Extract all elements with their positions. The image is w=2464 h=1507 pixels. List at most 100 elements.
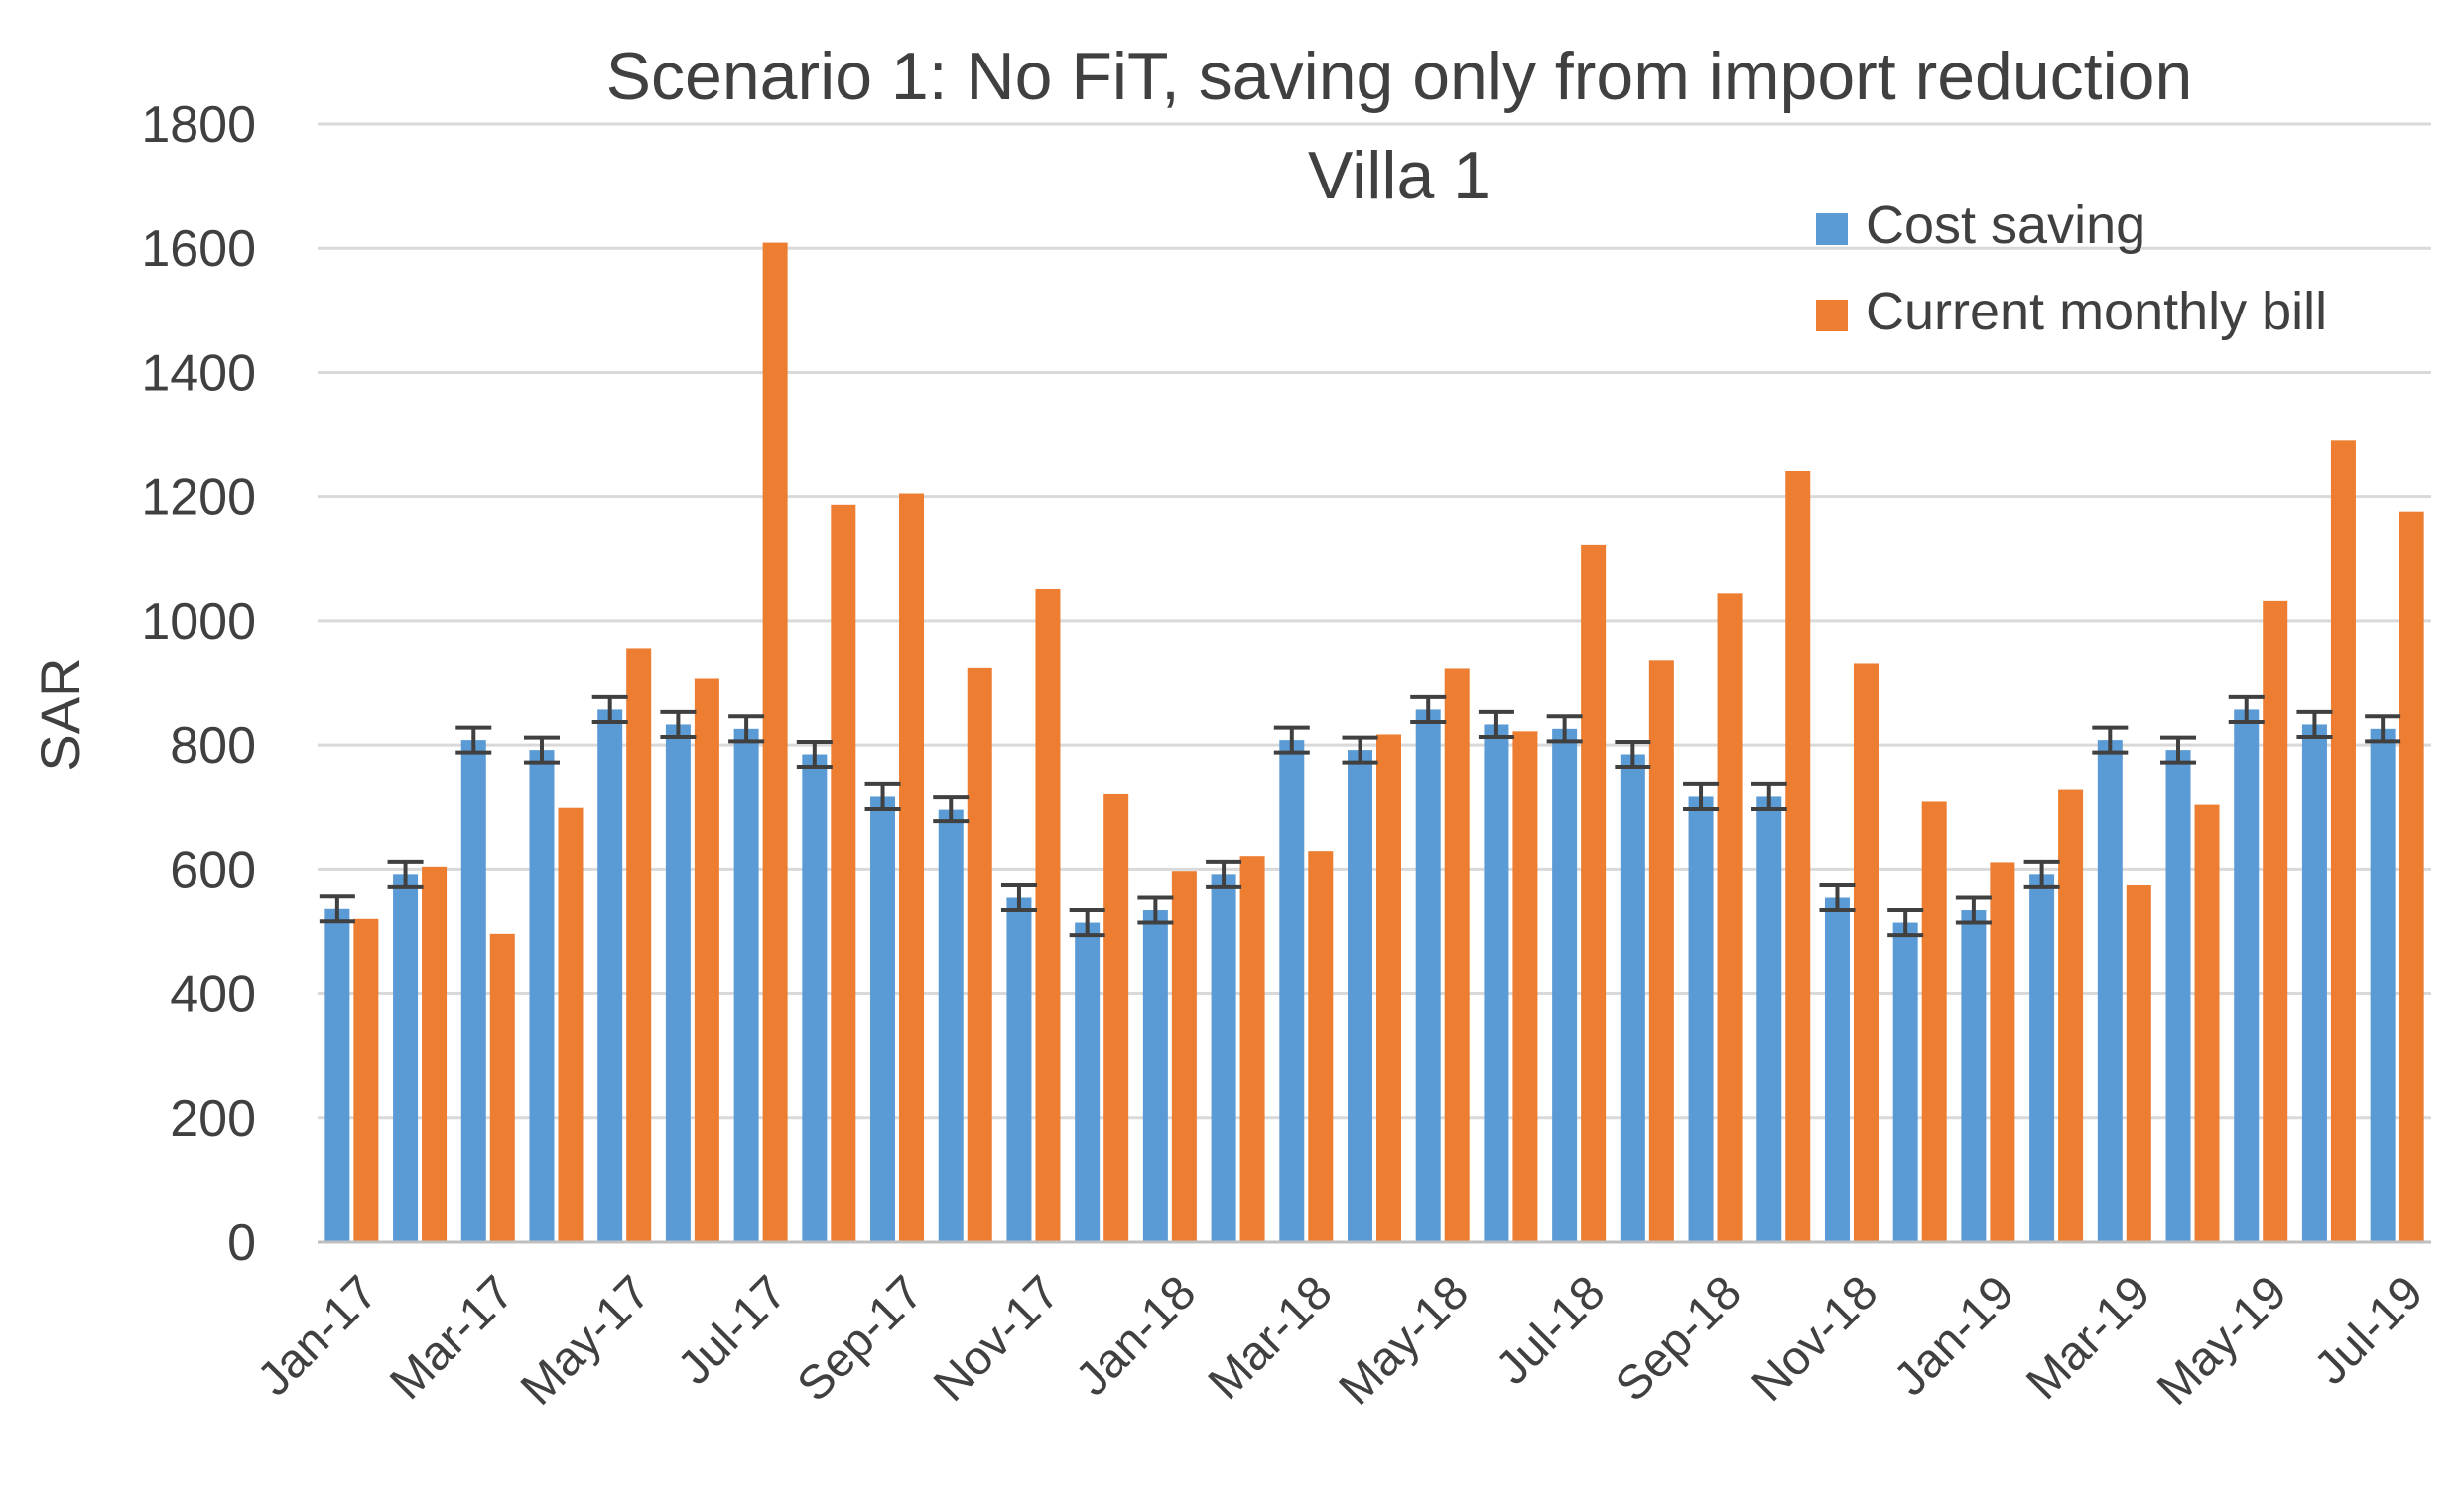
bar-cost-saving	[1961, 910, 1987, 1242]
x-tick-label: May-19	[2147, 1266, 2297, 1416]
bar-current-monthly-bill	[1103, 793, 1129, 1242]
bar-cost-saving	[1552, 728, 1578, 1242]
bar-current-monthly-bill	[694, 678, 719, 1242]
y-tick-label: 1800	[141, 96, 256, 154]
error-bar	[933, 795, 970, 824]
bar-current-monthly-bill	[1239, 856, 1265, 1242]
error-bar	[591, 694, 628, 724]
x-tick-label: Jul-19	[2304, 1266, 2433, 1395]
bar-cost-saving	[1892, 922, 1918, 1242]
error-bar	[1000, 882, 1037, 913]
bar-current-monthly-bill	[1921, 801, 1947, 1242]
bar-cost-saving	[529, 750, 555, 1242]
y-tick-label: 0	[227, 1214, 256, 1272]
bar-cost-saving	[2301, 724, 2327, 1242]
bar-current-monthly-bill	[2330, 440, 2356, 1243]
error-bar	[1478, 709, 1514, 739]
x-tick-label: Jan-19	[1884, 1266, 2024, 1406]
x-tick-label: Nov-18	[1743, 1266, 1888, 1412]
error-bar	[1206, 859, 1242, 889]
bar-cost-saving	[1142, 910, 1168, 1242]
chart-subtitle: Villa 1	[1308, 138, 1491, 213]
error-bar	[1546, 714, 1583, 744]
bar-current-monthly-bill	[1171, 871, 1197, 1242]
error-bar	[864, 781, 901, 811]
error-bar	[1887, 908, 1924, 938]
bar-current-monthly-bill	[489, 933, 515, 1242]
bar-current-monthly-bill	[1376, 734, 1401, 1242]
bar-cost-saving	[1075, 922, 1101, 1242]
bar-cost-saving	[2029, 874, 2055, 1242]
error-bar	[2160, 735, 2197, 765]
bar-cost-saving	[1620, 754, 1645, 1242]
error-bar	[2023, 859, 2060, 889]
bar-current-monthly-bill	[626, 648, 652, 1242]
bar-cost-saving	[802, 754, 828, 1242]
y-tick-label: 200	[170, 1090, 256, 1148]
y-tick-label: 800	[170, 717, 256, 775]
x-tick-label: Jan-17	[248, 1266, 388, 1406]
bar-current-monthly-bill	[899, 493, 925, 1242]
x-tick-label: Jul-17	[668, 1266, 797, 1395]
error-bars	[319, 694, 2401, 938]
x-tick-label: Mar-17	[380, 1266, 524, 1410]
bar-cost-saving	[324, 908, 350, 1242]
bar-cost-saving	[1006, 897, 1032, 1242]
error-bar	[1751, 781, 1787, 811]
error-bar	[1410, 694, 1447, 724]
bars	[324, 242, 2424, 1243]
bar-current-monthly-bill	[831, 504, 856, 1242]
error-bar	[1342, 735, 1378, 765]
bar-cost-saving	[1415, 709, 1441, 1242]
bar-cost-saving	[597, 709, 623, 1242]
error-bar	[523, 735, 560, 765]
legend-swatch	[1816, 300, 1848, 331]
x-tick-label: Nov-17	[924, 1266, 1070, 1412]
y-tick-label: 1400	[141, 344, 256, 402]
legend-swatch	[1816, 213, 1848, 245]
x-tick-label: Mar-19	[2016, 1266, 2160, 1410]
error-bar	[1273, 725, 1310, 755]
bar-current-monthly-bill	[353, 918, 379, 1242]
y-tick-label: 400	[170, 966, 256, 1024]
y-axis-label: SAR	[29, 657, 91, 771]
error-bar	[728, 714, 765, 744]
bar-current-monthly-bill	[1035, 588, 1061, 1242]
bar-current-monthly-bill	[422, 866, 448, 1242]
x-tick-label: Jul-18	[1487, 1266, 1616, 1395]
error-bar	[2228, 694, 2265, 724]
x-tick-label: Mar-18	[1199, 1266, 1343, 1410]
error-bar	[2365, 714, 2401, 744]
bar-cost-saving	[1756, 796, 1782, 1242]
bar-cost-saving	[870, 796, 896, 1242]
legend-item: Current monthly bill	[1816, 282, 2327, 341]
bar-current-monthly-bill	[558, 807, 584, 1242]
error-bar	[1955, 895, 1992, 925]
bar-current-monthly-bill	[2194, 804, 2220, 1242]
bar-cost-saving	[665, 724, 691, 1242]
error-bar	[2296, 709, 2333, 739]
bar-cost-saving	[2097, 740, 2123, 1242]
bar-current-monthly-bill	[2399, 511, 2424, 1242]
error-bar	[1819, 882, 1856, 913]
error-bar	[387, 859, 424, 889]
bar-cost-saving	[733, 728, 759, 1242]
bar-current-monthly-bill	[762, 242, 788, 1242]
error-bar	[319, 894, 355, 924]
error-bar	[796, 739, 833, 770]
bar-current-monthly-bill	[1717, 593, 1743, 1242]
error-bar	[660, 709, 697, 739]
bar-current-monthly-bill	[1990, 862, 2015, 1242]
y-tick-label: 1000	[141, 593, 256, 651]
bar-cost-saving	[1484, 724, 1509, 1242]
bar-current-monthly-bill	[1308, 851, 1334, 1242]
bar-current-monthly-bill	[967, 667, 992, 1242]
error-bar	[1137, 895, 1174, 925]
y-tick-label: 1600	[141, 220, 256, 278]
bar-cost-saving	[2370, 728, 2396, 1242]
bar-current-monthly-bill	[2058, 789, 2084, 1242]
bar-cost-saving	[2165, 750, 2191, 1242]
bar-current-monthly-bill	[1853, 663, 1879, 1242]
bar-cost-saving	[2234, 709, 2260, 1242]
